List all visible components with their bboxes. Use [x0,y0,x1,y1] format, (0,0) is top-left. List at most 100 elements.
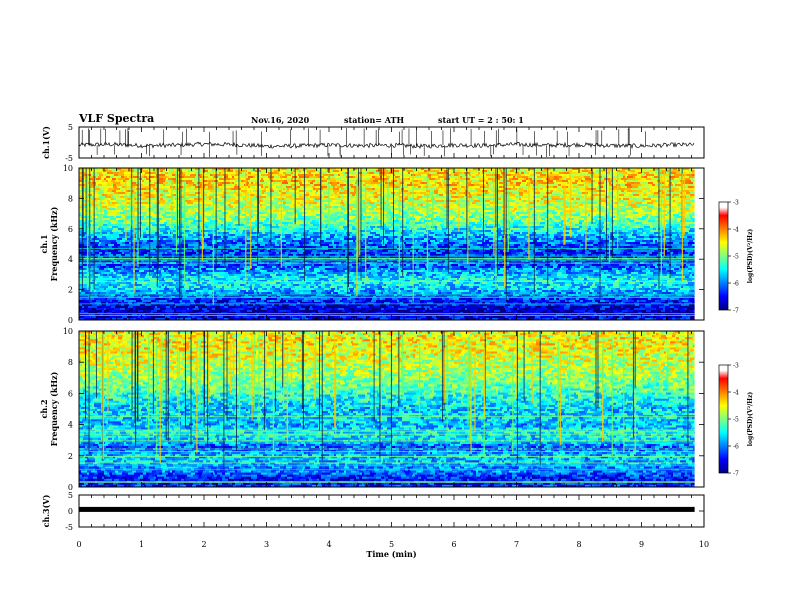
ch1-spectrogram-cell [460,170,466,173]
ch1-spectrogram-cell [316,176,319,179]
ch1-spectrogram-cell [126,184,133,187]
ch1-spectrogram-cell [151,186,156,189]
ch1-spectrogram-cell [260,180,265,183]
ch1-spectrogram-cell [442,180,449,183]
ch1-spectrogram-cell [421,186,424,189]
ch1-spectrogram-cell [453,186,460,189]
ch1-spectrogram-cell [455,178,458,181]
ch1-spectrogram-cell [641,178,647,181]
ch1-spectrogram-cell [251,172,255,175]
ch1-spectrogram-cell [424,174,428,177]
ch1-spectrogram-cell [621,186,628,189]
ch1-spectrogram-cell [480,184,486,187]
ch1-spectrogram-cell [315,186,318,189]
ch1-spectrogram-cell [311,172,315,175]
ch1-spectrogram-cell [359,182,366,185]
ch1-spectrogram-cell [585,178,592,181]
ch1-spectrogram-cell [140,188,147,191]
ch1-spectrogram-cell [232,182,235,185]
ch1-spectrogram-cell [172,168,175,171]
ch1-spectrogram-cell [351,178,355,181]
ch1-spectrogram-cell [655,182,661,185]
ch1-spectrogram-cell [168,178,173,181]
ch1-spectrogram-cell [332,168,337,171]
ch1-spectrogram-cell [485,184,488,187]
ch1-spectrogram-cell [489,184,492,187]
ch1-spectrogram-cell [542,170,548,173]
ch1-spectrogram-cell [685,176,690,179]
ch1-spectrogram-cell [108,168,115,171]
ch1-spectrogram-cell [163,182,169,185]
ch1-spectrogram-cell [251,170,256,173]
ch1-spectrogram-cell [664,172,667,175]
ch1-spectrogram-cell [359,178,366,181]
ch1-spectrogram-cell [179,184,185,187]
ch1-spectrogram-cell [133,176,139,179]
ch1-spectrogram-cell [355,176,361,179]
ch1-spectrogram-cell [157,182,164,185]
ch1-spectrogram-cell [511,180,514,183]
ch1-spectrogram-cell [293,170,296,173]
ch1-spectrogram-cell [435,178,441,181]
ch1-spectrogram-cell [234,186,240,189]
ch1-spectrogram-cell [622,168,629,171]
ch1-spectrogram-cell [416,186,419,189]
ch1-spectrogram-cell [239,174,246,177]
ch1-spectrogram-cell [231,174,236,177]
ch1-spectrogram-cell [220,174,224,177]
ch1-spectrogram-cell [300,184,305,187]
ch1-spectrogram-cell [120,188,126,191]
ch1-spectrogram-cell [554,176,558,179]
ch1-spectrogram-cell [424,172,430,175]
ch1-spectrogram-cell [602,176,609,179]
station-label: station= ATH [344,115,404,125]
ch1-spectrogram-cell [494,168,500,171]
ch1-spectrogram-cell [328,182,333,185]
ch1-spectrogram-cell [113,172,120,175]
ch1-spectrogram-cell [414,182,421,185]
ch1-spectrogram-cell [569,174,573,177]
ch1-spectrogram-cell [502,186,505,189]
ch1-spectrogram-cell [153,188,159,191]
ch1-spectrogram-cell [487,184,490,187]
ch1-spectrogram-cell [206,184,210,187]
ch1-spectrogram-cell [395,174,402,177]
ch1-spectrogram-cell [195,168,198,171]
ch1-spectrogram-cell [475,170,479,173]
ch1-spectrogram-cell [450,178,453,181]
ch1-spectrogram-cell [431,176,434,179]
ch1-spectrogram-cell [314,184,320,187]
ch1-spectrogram-cell [303,176,310,179]
ch1-spectrogram-cell [625,176,628,179]
ch1-spectrogram-cell [411,168,416,171]
ch1-spectrogram-cell [383,186,387,189]
ch1-spectrogram-cell [119,172,125,175]
ch1-spectrogram-cell [394,178,399,181]
ch1-spectrogram-cell [228,174,232,177]
ch1-spectrogram-cell [561,178,565,181]
ch1-spectrogram-cell [632,186,639,189]
ch1-spectrogram-cell [635,176,642,179]
ch1-spectrogram-cell [238,168,243,171]
ch1-spectrogram-cell [289,186,293,189]
ch1-spectrogram-cell [592,184,595,187]
ch1-spectrogram-cell [610,172,614,175]
ch1-spectrogram-cell [530,180,536,183]
ch1-spectrogram-cell [188,170,194,173]
ch1-spectrogram-cell [193,170,198,173]
ch1-spectrogram-cell [321,172,328,175]
ch1-spectrogram-cell [96,176,99,179]
ch1-spectrogram-cell [652,184,656,187]
ch1-spectrogram-cell [240,184,245,187]
ch1-spectrogram-cell [247,174,254,177]
ch1-spectrogram-cell [129,176,134,179]
ch1-spectrogram-cell [212,180,219,183]
ch1-spectrogram-cell [295,170,298,173]
ch1-spectrogram-cell [395,184,402,187]
ch1-spectrogram-cell [434,180,438,183]
ch1-spectrogram-cell [540,186,547,189]
ch1-spectrogram-cell [451,172,455,175]
ch1-spectrogram-cell [474,184,481,187]
ch1-spectrogram-cell [288,182,291,185]
ch1-spectrogram-cell [560,168,564,171]
